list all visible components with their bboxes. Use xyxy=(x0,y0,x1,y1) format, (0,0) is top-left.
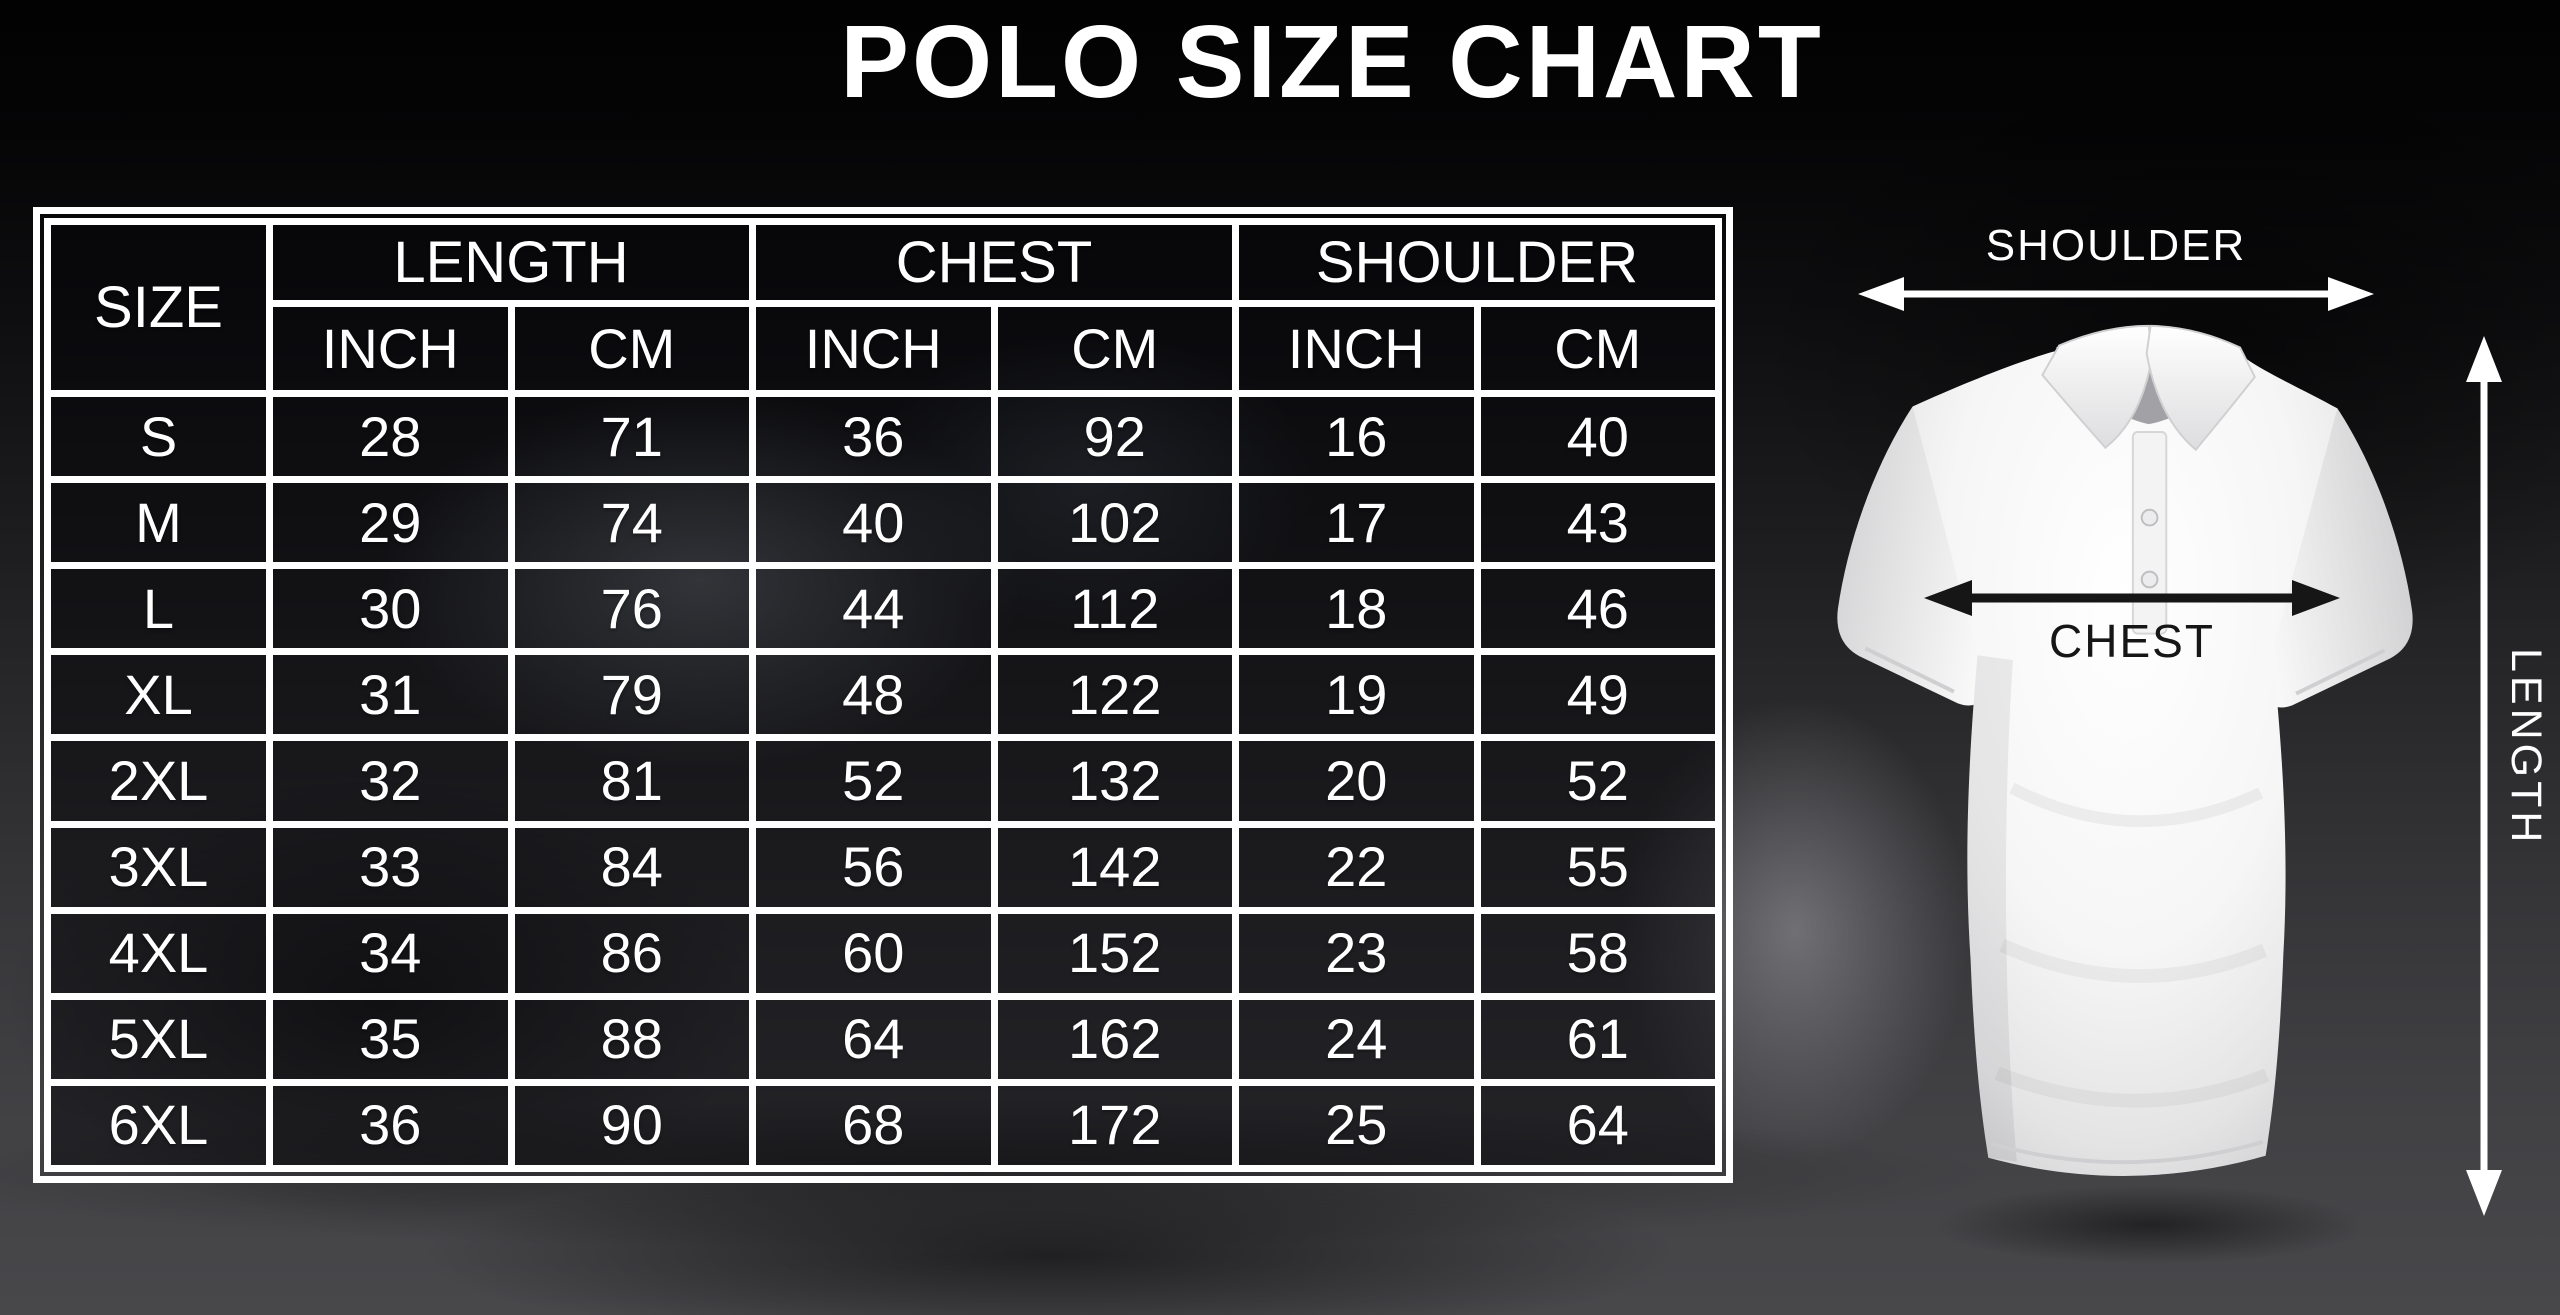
measurement-cell: 112 xyxy=(990,562,1239,656)
measurement-cell: 102 xyxy=(990,476,1239,570)
unit-header-length-cm: CM xyxy=(507,300,756,397)
measurement-cell: 88 xyxy=(507,992,756,1086)
size-cell: XL xyxy=(44,648,273,742)
measurement-cell: 152 xyxy=(990,906,1239,1000)
length-measure-label: LENGTH xyxy=(2502,648,2550,847)
unit-header-shoulder-cm: CM xyxy=(1473,300,1722,397)
measurement-cell: 64 xyxy=(1473,1078,1722,1173)
measurement-cell: 34 xyxy=(266,906,515,1000)
measurement-cell: 23 xyxy=(1232,906,1481,1000)
size-cell: M xyxy=(44,476,273,570)
size-cell: 2XL xyxy=(44,734,273,828)
chest-arrow-icon xyxy=(1924,580,2340,616)
table-row: 2XL 32 81 52 132 20 52 xyxy=(44,734,1722,828)
group-header-length: LENGTH xyxy=(266,218,756,307)
measurement-cell: 61 xyxy=(1473,992,1722,1086)
measurement-cell: 43 xyxy=(1473,476,1722,570)
measurement-cell: 48 xyxy=(749,648,998,742)
measurement-cell: 22 xyxy=(1232,820,1481,914)
measurement-cell: 46 xyxy=(1473,562,1722,656)
page-title: POLO SIZE CHART xyxy=(840,4,1824,119)
measurement-cell: 84 xyxy=(507,820,756,914)
measurement-cell: 44 xyxy=(749,562,998,656)
measurement-cell: 36 xyxy=(749,389,998,484)
measurement-cell: 74 xyxy=(507,476,756,570)
measurement-cell: 92 xyxy=(990,389,1239,484)
measurement-cell: 24 xyxy=(1232,992,1481,1086)
measurement-cell: 60 xyxy=(749,906,998,1000)
measurement-cell: 52 xyxy=(1473,734,1722,828)
size-table-frame: SIZE LENGTH CHEST SHOULDER INCH CM INCH … xyxy=(33,207,1733,1183)
measurement-cell: 172 xyxy=(990,1078,1239,1173)
table-row: 6XL 36 90 68 172 25 64 xyxy=(44,1078,1722,1173)
measurement-cell: 90 xyxy=(507,1078,756,1173)
size-cell: 3XL xyxy=(44,820,273,914)
measurement-cell: 36 xyxy=(266,1078,515,1173)
measurement-cell: 16 xyxy=(1232,389,1481,484)
measurement-cell: 31 xyxy=(266,648,515,742)
table-row: S 28 71 36 92 16 40 xyxy=(44,389,1722,484)
measurement-cell: 71 xyxy=(507,389,756,484)
size-cell: 4XL xyxy=(44,906,273,1000)
unit-header-shoulder-inch: INCH xyxy=(1232,300,1481,397)
measurement-cell: 29 xyxy=(266,476,515,570)
measurement-cell: 56 xyxy=(749,820,998,914)
shoulder-arrow-icon xyxy=(1858,277,2374,311)
unit-header-row: INCH CM INCH CM INCH CM xyxy=(48,300,1722,397)
measurement-cell: 64 xyxy=(749,992,998,1086)
table-row: 3XL 33 84 56 142 22 55 xyxy=(44,820,1722,914)
measurement-cell: 40 xyxy=(749,476,998,570)
measurement-cell: 86 xyxy=(507,906,756,1000)
measurement-cell: 35 xyxy=(266,992,515,1086)
measurement-cell: 30 xyxy=(266,562,515,656)
table-row: 5XL 35 88 64 162 24 61 xyxy=(44,992,1722,1086)
measurement-cell: 81 xyxy=(507,734,756,828)
group-header-chest: CHEST xyxy=(749,218,1239,307)
size-column-header: SIZE xyxy=(44,218,273,397)
table-row: XL 31 79 48 122 19 49 xyxy=(44,648,1722,742)
shoulder-measure-label: SHOULDER xyxy=(1985,221,2247,270)
size-cell: 5XL xyxy=(44,992,273,1086)
chest-measure-label: CHEST xyxy=(2049,615,2215,667)
measurement-cell: 55 xyxy=(1473,820,1722,914)
size-table-body: S 28 71 36 92 16 40 M 29 74 40 102 17 43 L 30 76 44 112 18 4… xyxy=(44,389,1722,1173)
measurement-cell: 79 xyxy=(507,648,756,742)
measurement-cell: 19 xyxy=(1232,648,1481,742)
measurement-cell: 76 xyxy=(507,562,756,656)
measurement-cell: 32 xyxy=(266,734,515,828)
measurement-cell: 68 xyxy=(749,1078,998,1173)
table-row: 4XL 34 86 60 152 23 58 xyxy=(44,906,1722,1000)
measurement-cell: 20 xyxy=(1232,734,1481,828)
unit-header-chest-cm: CM xyxy=(990,300,1239,397)
measurement-cell: 33 xyxy=(266,820,515,914)
measurement-cell: 162 xyxy=(990,992,1239,1086)
measurement-cell: 28 xyxy=(266,389,515,484)
polo-shirt-illustration xyxy=(1837,324,2413,1176)
measurement-cell: 132 xyxy=(990,734,1239,828)
measurement-cell: 52 xyxy=(749,734,998,828)
size-cell: S xyxy=(44,389,273,484)
measurement-cell: 25 xyxy=(1232,1078,1481,1173)
measurement-cell: 122 xyxy=(990,648,1239,742)
measurement-cell: 58 xyxy=(1473,906,1722,1000)
table-row: L 30 76 44 112 18 46 xyxy=(44,562,1722,656)
measurement-cell: 49 xyxy=(1473,648,1722,742)
group-header-row: SIZE LENGTH CHEST SHOULDER xyxy=(44,218,1722,397)
group-header-shoulder: SHOULDER xyxy=(1232,218,1722,307)
size-cell: L xyxy=(44,562,273,656)
size-cell: 6XL xyxy=(44,1078,273,1173)
size-table-header: SIZE LENGTH CHEST SHOULDER INCH CM INCH … xyxy=(44,218,1722,397)
measurement-cell: 18 xyxy=(1232,562,1481,656)
size-table: SIZE LENGTH CHEST SHOULDER INCH CM INCH … xyxy=(44,218,1722,1173)
measurement-cell: 17 xyxy=(1232,476,1481,570)
length-arrow-icon xyxy=(2466,336,2502,1216)
table-row: M 29 74 40 102 17 43 xyxy=(44,476,1722,570)
unit-header-chest-inch: INCH xyxy=(749,300,998,397)
unit-header-length-inch: INCH xyxy=(266,300,515,397)
measurement-cell: 40 xyxy=(1473,389,1722,484)
measurement-cell: 142 xyxy=(990,820,1239,914)
